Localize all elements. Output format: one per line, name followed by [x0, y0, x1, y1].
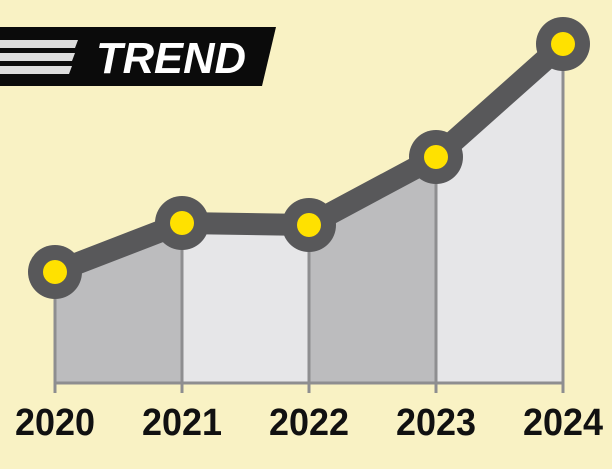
x-tick-label: 2024	[523, 402, 603, 444]
marker-dot	[43, 260, 67, 284]
chart-title: TREND	[96, 34, 246, 83]
x-tick-label: 2021	[142, 402, 222, 444]
area-segment	[182, 223, 309, 383]
marker-dot	[424, 145, 448, 169]
marker-dot	[297, 213, 321, 237]
banner-stripe	[0, 66, 72, 74]
x-tick-label: 2022	[269, 402, 349, 444]
plot: 2020 2021 2022 2023 2024	[15, 17, 603, 444]
x-tick-label: 2020	[15, 402, 95, 444]
marker-dot	[551, 32, 575, 56]
marker-dot	[170, 211, 194, 235]
x-tick-label: 2023	[396, 402, 476, 444]
banner-stripe	[0, 53, 75, 61]
banner-stripe	[0, 40, 78, 48]
